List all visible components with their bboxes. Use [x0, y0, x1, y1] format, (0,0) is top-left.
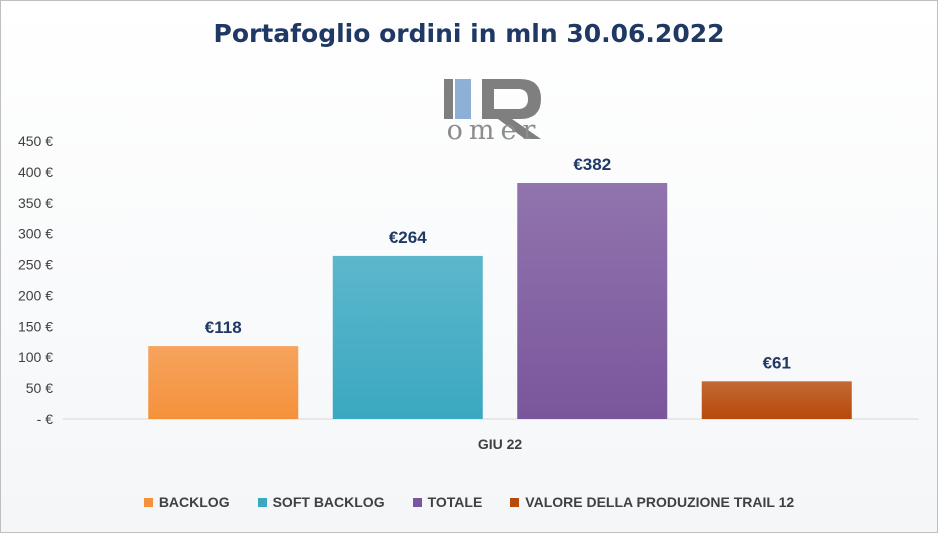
- y-tick-label: 300 €: [18, 226, 53, 242]
- legend-item: BACKLOG: [143, 494, 230, 510]
- data-label: €264: [389, 228, 427, 247]
- bar-chart: - € 50 € 100 € 150 € 200 € 250 € 300 € 350 € 400…: [18, 133, 919, 452]
- bar-soft-backlog: [332, 255, 483, 419]
- legend-item: TOTALE: [412, 494, 483, 510]
- legend-item: SOFT BACKLOG: [257, 494, 385, 510]
- legend-label: SOFT BACKLOG: [272, 494, 385, 510]
- chart-legend: BACKLOG SOFT BACKLOG TOTALE VALORE DELLA PR…: [1, 494, 937, 510]
- y-tick-label: 250 €: [18, 257, 53, 273]
- y-tick-label: 150 €: [18, 318, 53, 334]
- y-tick-label: 450 €: [18, 133, 53, 149]
- legend-swatch: [257, 497, 267, 507]
- bar-totale: [517, 183, 668, 419]
- legend-item: VALORE DELLA PRODUZIONE TRAIL 12: [510, 494, 794, 510]
- y-tick-label: 350 €: [18, 195, 53, 211]
- legend-swatch: [510, 497, 520, 507]
- y-tick-label: - €: [37, 411, 54, 427]
- y-tick-label: 200 €: [18, 287, 53, 303]
- data-label: €61: [763, 353, 791, 372]
- legend-swatch: [143, 497, 153, 507]
- bar-valore-della-produzione-trail-12: [701, 381, 852, 419]
- legend-label: TOTALE: [427, 494, 483, 510]
- y-tick-label: 100 €: [18, 349, 53, 365]
- y-tick-label: 50 €: [26, 380, 53, 396]
- company-logo: omer: [444, 79, 542, 143]
- legend-swatch: [412, 497, 422, 507]
- data-label: €382: [573, 155, 611, 174]
- data-label: €118: [205, 318, 242, 337]
- legend-label: BACKLOG: [158, 494, 230, 510]
- x-tick-label: GIU 22: [478, 436, 523, 452]
- bar-backlog: [148, 346, 299, 419]
- svg-text:omer: omer: [447, 115, 542, 143]
- y-tick-label: 400 €: [18, 164, 53, 180]
- chart-title: Portafoglio ordini in mln 30.06.2022: [213, 19, 725, 48]
- legend-label: VALORE DELLA PRODUZIONE TRAIL 12: [525, 494, 795, 510]
